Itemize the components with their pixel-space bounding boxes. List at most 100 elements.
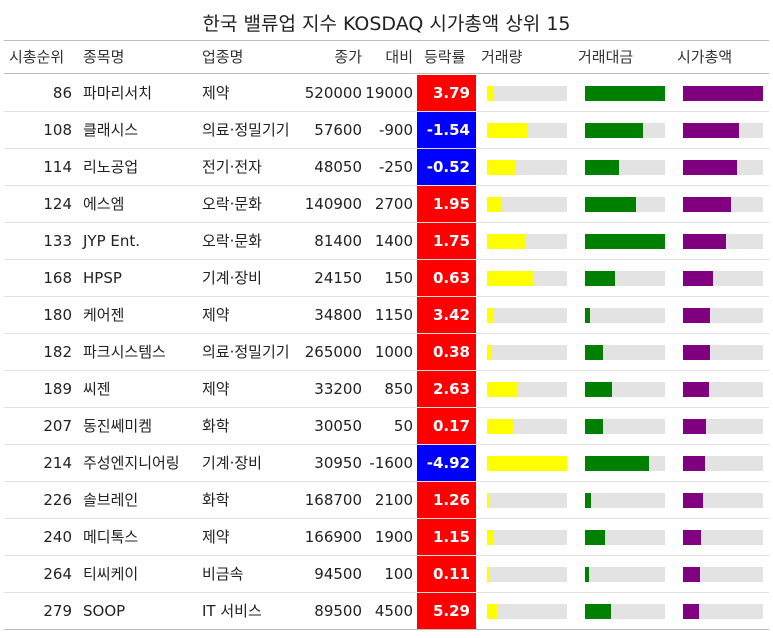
close-cell: 265000 (304, 343, 362, 361)
rank-cell: 124 (43, 195, 72, 213)
name-cell: 티씨케이 (83, 565, 139, 583)
amount-bar (585, 382, 612, 397)
header-sector: 업종명 (202, 48, 244, 66)
rate-cell: -4.92 (417, 445, 476, 482)
cap-bar-track (683, 419, 763, 434)
volume-bar (487, 382, 518, 397)
diff-cell: 100 (384, 565, 413, 583)
rank-cell: 189 (43, 380, 72, 398)
amount-bar-track (585, 382, 665, 397)
rank-cell: 207 (43, 417, 72, 435)
close-cell: 166900 (304, 528, 362, 546)
cap-bar (683, 493, 703, 508)
name-cell: SOOP (83, 602, 126, 620)
volume-bar (487, 345, 491, 360)
amount-bar-track (585, 197, 665, 212)
header-rate: 등락률 (424, 48, 466, 66)
cap-bar-track (683, 382, 763, 397)
close-cell: 57600 (314, 121, 362, 139)
rate-cell: 2.63 (417, 371, 476, 408)
table-row: 279 SOOP IT 서비스 89500 4500 5.29 (0, 593, 773, 630)
volume-bar (487, 604, 498, 619)
close-cell: 94500 (314, 565, 362, 583)
cap-bar-track (683, 160, 763, 175)
name-cell: 동진쎄미켐 (83, 417, 153, 435)
rank-cell: 240 (43, 528, 72, 546)
cap-bar (683, 345, 710, 360)
header-volume: 거래량 (481, 48, 523, 66)
diff-cell: 1400 (374, 232, 413, 250)
amount-bar-track (585, 123, 665, 138)
rate-cell: 1.15 (417, 519, 476, 556)
name-cell: 리노공업 (83, 158, 139, 176)
sector-cell: 비금속 (202, 565, 244, 583)
cap-bar (683, 197, 731, 212)
cap-bar-track (683, 567, 763, 582)
amount-bar-track (585, 604, 665, 619)
rate-cell: 0.17 (417, 408, 476, 445)
row-divider (4, 148, 769, 149)
close-cell: 168700 (304, 491, 362, 509)
close-cell: 24150 (314, 269, 362, 287)
amount-bar (585, 308, 590, 323)
cap-bar (683, 530, 701, 545)
table-row: 214 주성엔지니어링 기계·장비 30950 -1600 -4.92 (0, 445, 773, 482)
table-row: 240 메디톡스 제약 166900 1900 1.15 (0, 519, 773, 556)
amount-bar-track (585, 234, 665, 249)
amount-bar-track (585, 86, 665, 101)
amount-bar (585, 86, 665, 101)
row-divider (4, 444, 769, 445)
row-divider (4, 518, 769, 519)
rate-cell: 1.26 (417, 482, 476, 519)
table-row: 180 케어젠 제약 34800 1150 3.42 (0, 297, 773, 334)
cap-bar-track (683, 308, 763, 323)
close-cell: 140900 (304, 195, 362, 213)
cap-bar-track (683, 530, 763, 545)
amount-bar (585, 271, 615, 286)
table-row: 189 씨젠 제약 33200 850 2.63 (0, 371, 773, 408)
table-row: 168 HPSP 기계·장비 24150 150 0.63 (0, 260, 773, 297)
header-bottom-rule (4, 73, 769, 74)
header-rank: 시총순위 (9, 48, 65, 66)
amount-bar-track (585, 160, 665, 175)
diff-cell: -900 (378, 121, 413, 139)
sector-cell: 기계·장비 (202, 454, 262, 472)
volume-bar-track (487, 419, 567, 434)
diff-cell: 2100 (374, 491, 413, 509)
row-divider (4, 592, 769, 593)
diff-cell: 4500 (374, 602, 413, 620)
volume-bar-track (487, 604, 567, 619)
rank-cell: 264 (43, 565, 72, 583)
table-row: 207 동진쎄미켐 화학 30050 50 0.17 (0, 408, 773, 445)
volume-bar-track (487, 530, 567, 545)
close-cell: 34800 (314, 306, 362, 324)
close-cell: 89500 (314, 602, 362, 620)
sector-cell: 제약 (202, 528, 230, 546)
sector-cell: 기계·장비 (202, 269, 262, 287)
cap-bar (683, 271, 713, 286)
table-row: 124 에스엠 오락·문화 140900 2700 1.95 (0, 186, 773, 223)
volume-bar-track (487, 234, 567, 249)
name-cell: 솔브레인 (83, 491, 139, 509)
name-cell: 메디톡스 (83, 528, 139, 546)
volume-bar (487, 567, 489, 582)
name-cell: 씨젠 (83, 380, 111, 398)
rate-cell: 5.29 (417, 593, 476, 630)
row-divider (4, 370, 769, 371)
diff-cell: 19000 (365, 84, 413, 102)
row-divider (4, 333, 769, 334)
rate-cell: 0.38 (417, 334, 476, 371)
cap-bar (683, 567, 700, 582)
rate-cell: 1.95 (417, 186, 476, 223)
volume-bar-track (487, 456, 567, 471)
amount-bar (585, 419, 603, 434)
row-divider (4, 629, 769, 630)
amount-bar (585, 234, 665, 249)
sector-cell: 오락·문화 (202, 232, 262, 250)
name-cell: 에스엠 (83, 195, 125, 213)
header-cap: 시가총액 (677, 48, 733, 66)
sector-cell: 화학 (202, 417, 230, 435)
amount-bar (585, 493, 591, 508)
cap-bar (683, 86, 763, 101)
amount-bar (585, 160, 619, 175)
